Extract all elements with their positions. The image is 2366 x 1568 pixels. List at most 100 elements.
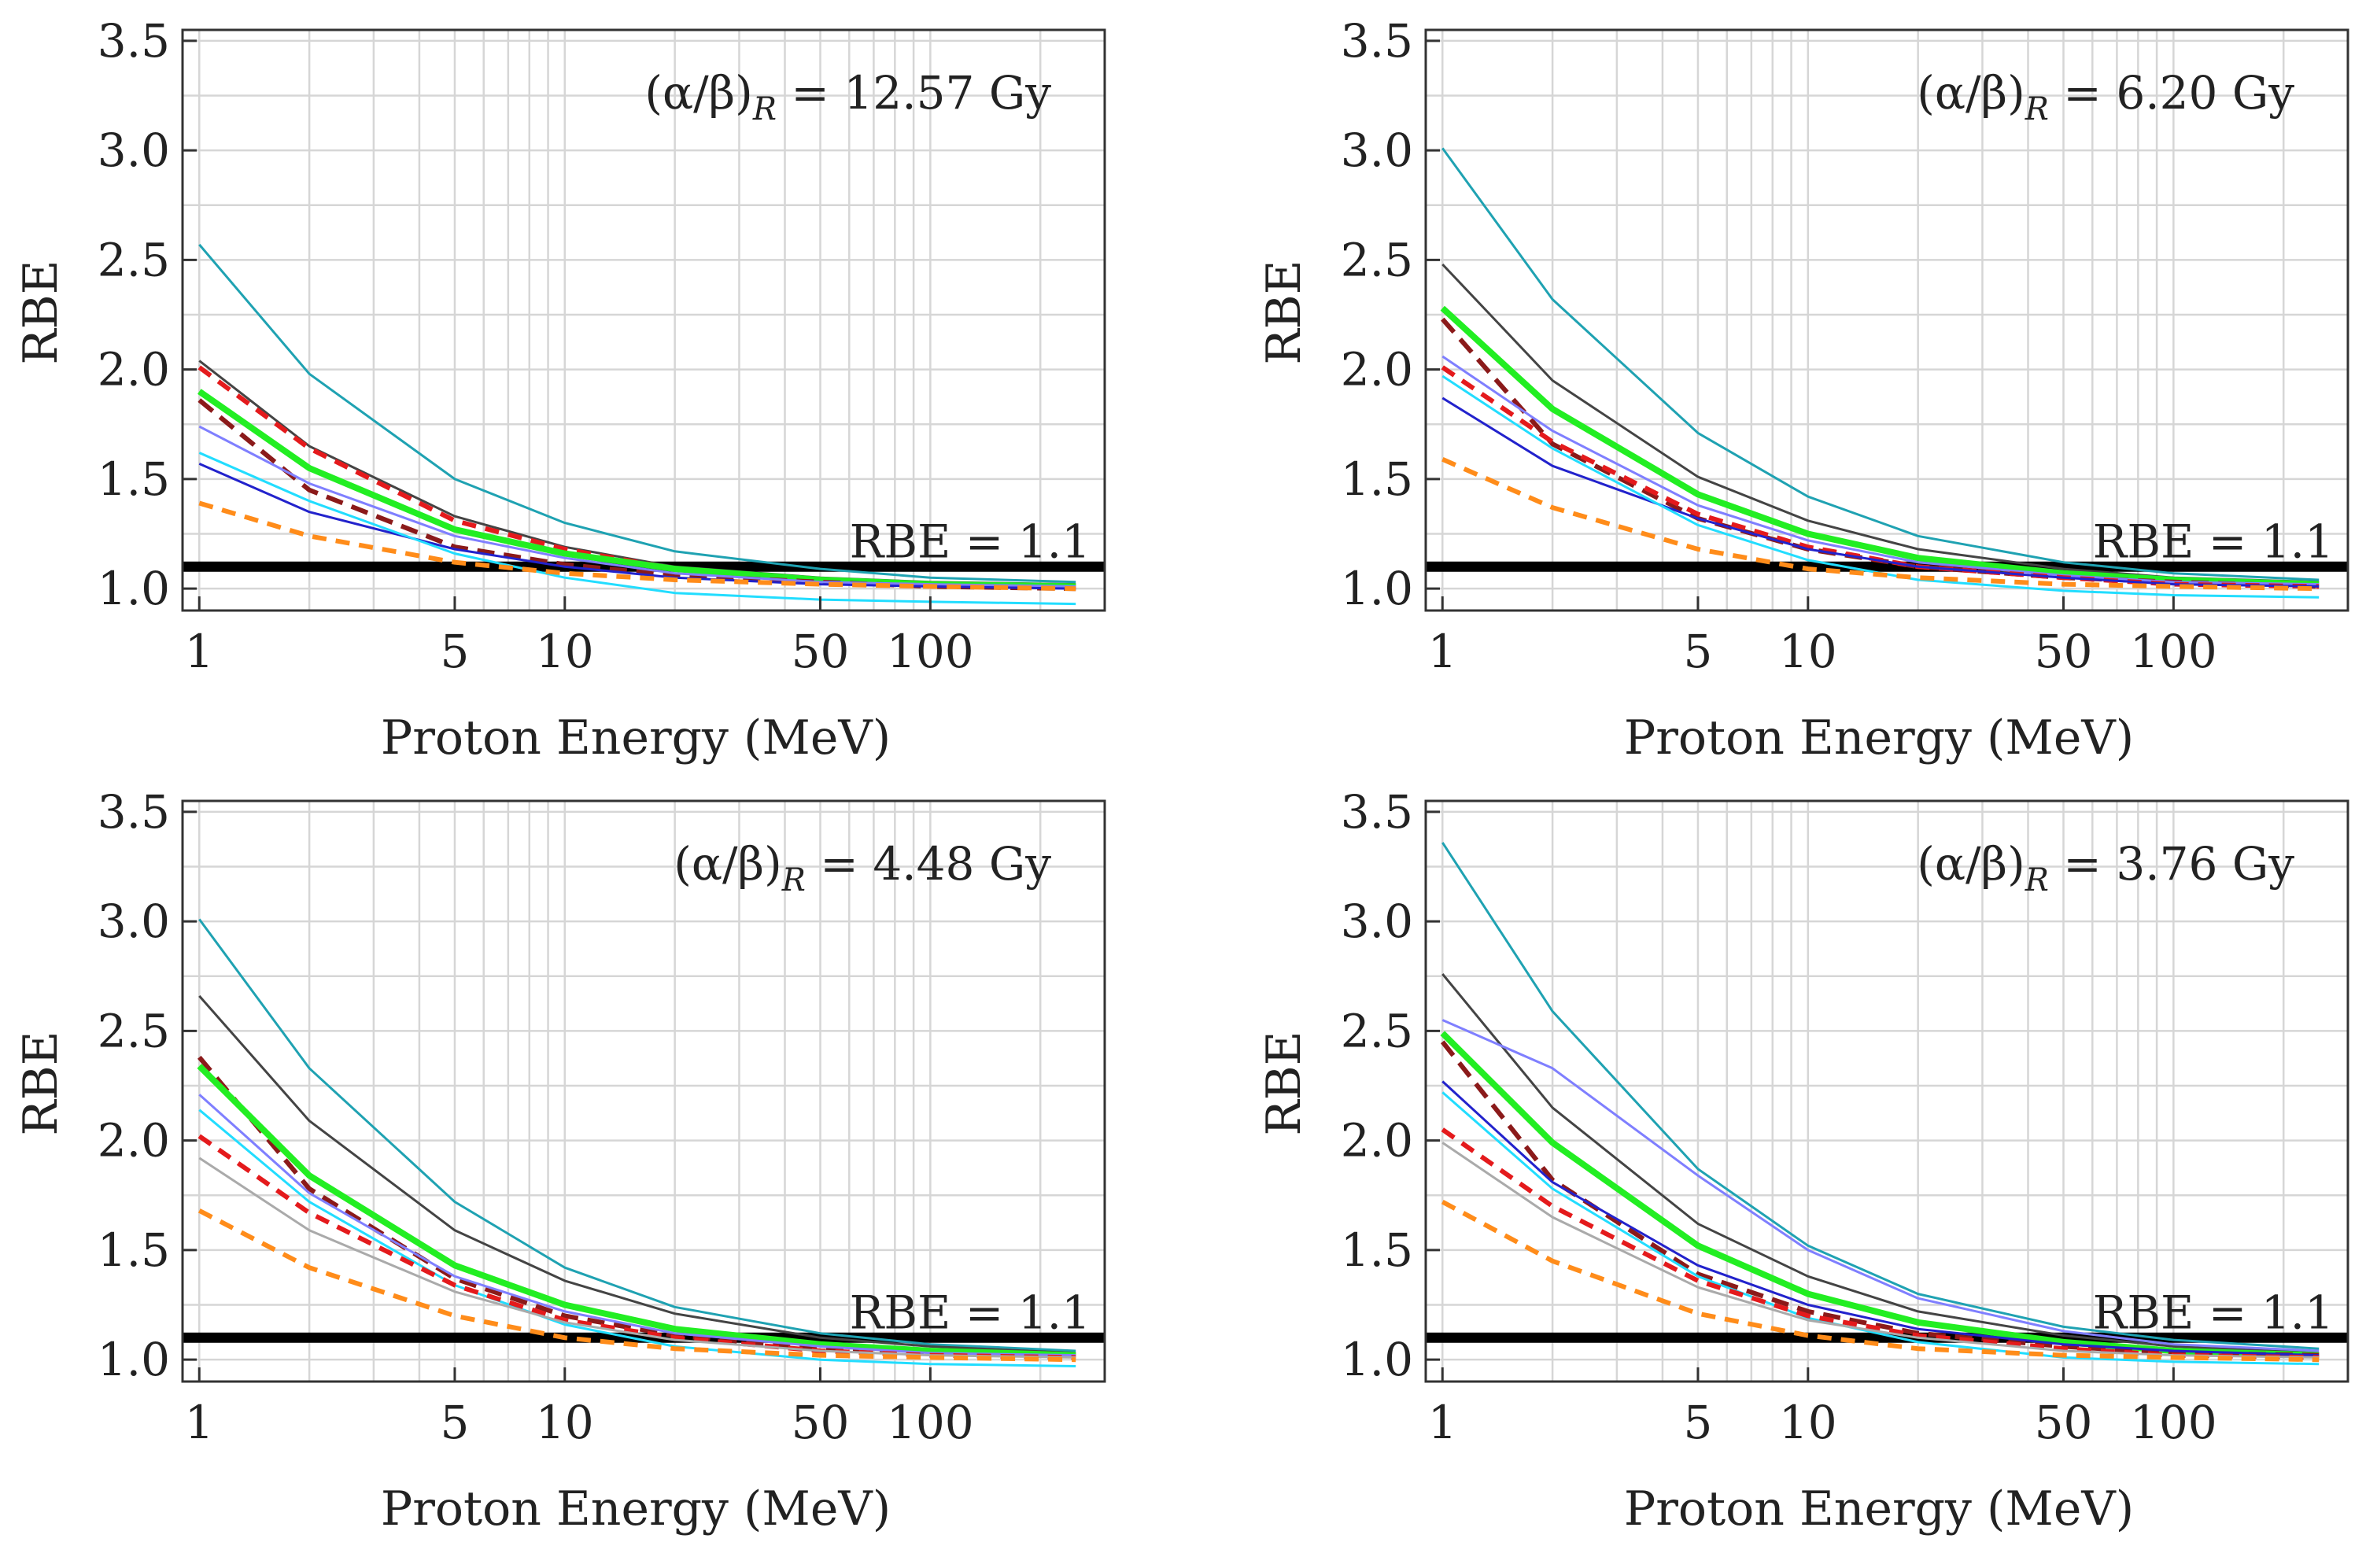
series-line-teal bbox=[1441, 842, 2320, 1350]
grid bbox=[1426, 801, 2349, 1382]
y-tick-label: 3.0 bbox=[1341, 895, 1413, 948]
y-tick-label: 1.5 bbox=[98, 1223, 170, 1277]
x-tick-label: 1 bbox=[1428, 1396, 1457, 1449]
plot-frame bbox=[181, 28, 1106, 612]
series-line-orange-dash bbox=[197, 1208, 1076, 1363]
y-tick-label: 2.5 bbox=[98, 233, 170, 286]
y-tick-label: 3.0 bbox=[1341, 124, 1413, 177]
y-axis: 1.0 1.5 2.0 2.5 3.0 3.5 bbox=[98, 14, 197, 615]
y-tick-label: 1.0 bbox=[1341, 1333, 1413, 1386]
annotation-subscript: R bbox=[2025, 91, 2049, 127]
annotation-subscript: R bbox=[2025, 862, 2049, 898]
annotation-value: = 6.20 Gy bbox=[2049, 66, 2294, 120]
y-tick-label: 2.5 bbox=[1341, 233, 1413, 286]
annotation-prefix: (α/β) bbox=[644, 66, 753, 120]
y-tick-label: 3.0 bbox=[98, 124, 170, 177]
series-line-green bbox=[1440, 305, 2320, 588]
grid bbox=[1426, 30, 2349, 611]
series-line-teal bbox=[198, 918, 1076, 1352]
annotation-prefix: (α/β) bbox=[1917, 66, 2025, 120]
y-tick-label: 1.0 bbox=[98, 562, 170, 615]
y-tick-label: 3.5 bbox=[98, 785, 170, 839]
reference-label: RBE = 1.1 bbox=[850, 1286, 1091, 1339]
x-tick-label: 10 bbox=[1779, 625, 1837, 678]
x-tick-label: 10 bbox=[536, 625, 594, 678]
reference-label: RBE = 1.1 bbox=[2093, 1286, 2334, 1339]
x-axis: 1 5 10 50 100 bbox=[185, 596, 974, 678]
y-axis: 1.0 1.5 2.0 2.5 3.0 3.5 bbox=[98, 785, 197, 1386]
series-line-dark-gray bbox=[1441, 973, 2320, 1355]
annotation-subscript: R bbox=[781, 862, 806, 898]
x-axis: 1 5 10 50 100 bbox=[185, 1367, 974, 1449]
series-line-teal bbox=[1441, 147, 2320, 581]
series-line-orange-dash bbox=[1441, 1199, 2320, 1363]
x-tick-label: 5 bbox=[441, 1396, 470, 1449]
y-axis-title: RBE bbox=[13, 1031, 68, 1135]
series-line-orange-dash bbox=[198, 500, 1076, 592]
y-tick-label: 1.5 bbox=[1341, 452, 1413, 506]
reference-label: RBE = 1.1 bbox=[2093, 515, 2334, 568]
x-tick-label: 1 bbox=[1428, 625, 1457, 678]
annotation-value: = 12.57 Gy bbox=[777, 66, 1051, 120]
series-line-orange-dash bbox=[1441, 457, 2320, 592]
panel-bottom-left: 1.0 1.5 2.0 2.5 3.0 3.5 1 5 10 50 100 Proton Energy… bbox=[13, 785, 1106, 1537]
x-tick-label: 5 bbox=[1684, 625, 1713, 678]
series-line-gray bbox=[1441, 1142, 2320, 1359]
series-line-cyan bbox=[1441, 374, 2320, 599]
y-tick-label: 3.5 bbox=[98, 14, 170, 68]
plot-area bbox=[183, 30, 1105, 611]
panel-bottom-right: 1.0 1.5 2.0 2.5 3.0 3.5 1 5 10 50 100 Proton Energy… bbox=[1257, 785, 2349, 1537]
alpha-beta-annotation: (α/β)R = 4.48 Gy bbox=[674, 837, 1051, 898]
alpha-beta-annotation: (α/β)R = 6.20 Gy bbox=[1917, 66, 2294, 127]
y-tick-label: 2.0 bbox=[1341, 343, 1413, 397]
y-tick-label: 1.5 bbox=[98, 452, 170, 506]
x-axis-title: Proton Energy (MeV) bbox=[381, 1481, 891, 1537]
panel-top-left: 1.0 1.5 2.0 2.5 3.0 3.5 1 5 10 50 100 Proton Energy… bbox=[13, 14, 1106, 766]
y-tick-label: 1.0 bbox=[98, 1333, 170, 1386]
y-axis: 1.0 1.5 2.0 2.5 3.0 3.5 bbox=[1341, 14, 1440, 615]
alpha-beta-annotation: (α/β)R = 12.57 Gy bbox=[644, 66, 1051, 127]
series-line-blue bbox=[1441, 397, 2320, 588]
y-tick-label: 1.5 bbox=[1341, 1223, 1413, 1277]
y-axis: 1.0 1.5 2.0 2.5 3.0 3.5 bbox=[1341, 785, 1440, 1386]
annotation-value: = 3.76 Gy bbox=[2049, 837, 2294, 891]
series-group bbox=[1440, 842, 2320, 1366]
alpha-beta-annotation: (α/β)R = 3.76 Gy bbox=[1917, 837, 2294, 898]
reference-label: RBE = 1.1 bbox=[850, 515, 1091, 568]
series-line-green bbox=[197, 1064, 1076, 1359]
x-tick-label: 50 bbox=[792, 1396, 850, 1449]
y-tick-label: 1.0 bbox=[1341, 562, 1413, 615]
y-tick-label: 2.0 bbox=[1341, 1114, 1413, 1168]
series-line-gray bbox=[198, 1157, 1076, 1359]
series-line-blue bbox=[1441, 1080, 2320, 1357]
y-tick-label: 2.0 bbox=[98, 1114, 170, 1168]
x-tick-label: 10 bbox=[1779, 1396, 1837, 1449]
x-axis: 1 5 10 50 100 bbox=[1428, 1367, 2217, 1449]
annotation-value: = 4.48 Gy bbox=[806, 837, 1051, 891]
series-group bbox=[197, 243, 1076, 606]
x-tick-label: 5 bbox=[1684, 1396, 1713, 1449]
plot-frame bbox=[1424, 799, 2349, 1383]
y-tick-label: 2.5 bbox=[98, 1004, 170, 1057]
x-tick-label: 50 bbox=[2035, 625, 2093, 678]
annotation-subscript: R bbox=[752, 91, 777, 127]
x-tick-label: 1 bbox=[185, 625, 214, 678]
x-axis-title: Proton Energy (MeV) bbox=[381, 710, 891, 766]
y-axis-title: RBE bbox=[1257, 1031, 1312, 1135]
plot-frame bbox=[1424, 28, 2349, 612]
y-axis-title: RBE bbox=[1257, 260, 1312, 364]
annotation-prefix: (α/β) bbox=[1917, 837, 2025, 891]
x-tick-label: 50 bbox=[2035, 1396, 2093, 1449]
series-line-cyan bbox=[198, 452, 1076, 606]
x-tick-label: 100 bbox=[2130, 1396, 2217, 1449]
y-axis-title: RBE bbox=[13, 260, 68, 364]
annotation-prefix: (α/β) bbox=[674, 837, 782, 891]
panel-top-right: 1.0 1.5 2.0 2.5 3.0 3.5 1 5 10 50 100 Proton Energy… bbox=[1257, 14, 2349, 766]
y-tick-label: 2.0 bbox=[98, 343, 170, 397]
x-axis-title: Proton Energy (MeV) bbox=[1624, 710, 2134, 766]
series-line-light-blue bbox=[198, 1094, 1076, 1357]
series-line-light-blue bbox=[1441, 1019, 2320, 1352]
series-line-cyan bbox=[198, 1109, 1076, 1367]
plot-area bbox=[183, 801, 1105, 1382]
